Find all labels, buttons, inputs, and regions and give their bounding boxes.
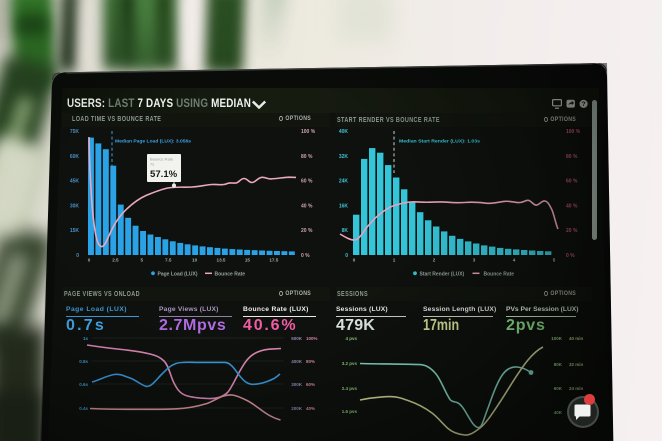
svg-text:60 %: 60 % — [566, 179, 578, 185]
svg-text:0: 0 — [76, 253, 79, 259]
svg-text:60 %: 60 % — [301, 179, 313, 185]
svg-text:300K: 300K — [291, 382, 303, 387]
svg-text:60K: 60K — [554, 386, 563, 391]
svg-text:13.5: 13.5 — [217, 258, 226, 263]
svg-text:80K: 80K — [554, 362, 563, 367]
svg-text:20 %: 20 % — [301, 228, 313, 234]
svg-text:30K: 30K — [70, 203, 80, 209]
svg-text:0: 0 — [345, 253, 348, 259]
svg-text:0 %: 0 % — [566, 253, 575, 259]
svg-text:40K: 40K — [339, 129, 349, 135]
svg-text:32K: 32K — [339, 154, 349, 160]
svg-text:7s: 7s — [150, 162, 154, 167]
svg-text:0.4s: 0.4s — [79, 406, 88, 411]
svg-text:32 min: 32 min — [569, 362, 584, 367]
svg-text:60%: 60% — [306, 382, 315, 387]
svg-text:Bounce Rate: Bounce Rate — [215, 271, 246, 277]
svg-text:17.5: 17.5 — [269, 258, 278, 263]
svg-text:24K: 24K — [339, 179, 349, 185]
svg-text:Bounce Rate: Bounce Rate — [484, 271, 515, 277]
svg-text:57.1%: 57.1% — [150, 169, 178, 180]
svg-text:2.4 pvs: 2.4 pvs — [342, 386, 358, 391]
svg-text:2: 2 — [433, 258, 436, 263]
svg-text:?: ? — [582, 101, 586, 108]
svg-text:40 %: 40 % — [301, 203, 313, 209]
svg-text:40 %: 40 % — [566, 203, 578, 209]
svg-text:45K: 45K — [70, 179, 80, 185]
svg-text:16K: 16K — [339, 203, 349, 209]
svg-text:8K: 8K — [342, 228, 349, 234]
svg-text:40K: 40K — [554, 410, 563, 415]
svg-text:10: 10 — [192, 258, 198, 263]
svg-text:75K: 75K — [70, 129, 80, 135]
svg-text:Bounce Rate: Bounce Rate — [150, 157, 174, 162]
svg-text:24 min: 24 min — [569, 386, 584, 391]
svg-text:100 %: 100 % — [566, 129, 581, 135]
svg-text:15: 15 — [245, 258, 251, 263]
svg-text:80%: 80% — [306, 359, 315, 364]
svg-text:200K: 200K — [291, 406, 303, 411]
svg-text:0: 0 — [88, 258, 91, 263]
svg-text:1.6 pvs: 1.6 pvs — [342, 409, 358, 414]
svg-text:0 %: 0 % — [301, 253, 310, 259]
svg-text:15K: 15K — [70, 228, 80, 234]
svg-text:7.5: 7.5 — [165, 258, 172, 263]
svg-text:3.2 pvs: 3.2 pvs — [342, 361, 358, 366]
svg-text:0: 0 — [353, 258, 356, 263]
svg-text:60K: 60K — [70, 154, 80, 160]
svg-text:400K: 400K — [291, 359, 303, 364]
svg-text:20 %: 20 % — [566, 228, 578, 234]
svg-text:0.6s: 0.6s — [79, 382, 88, 387]
svg-text:4 pvs: 4 pvs — [345, 336, 357, 341]
svg-text:500K: 500K — [291, 336, 303, 341]
svg-text:5: 5 — [553, 258, 556, 263]
svg-text:0.8s: 0.8s — [79, 359, 88, 364]
svg-text:4: 4 — [513, 258, 516, 263]
svg-text:100 %: 100 % — [301, 129, 316, 135]
svg-text:Start Render (LUX): Start Render (LUX) — [420, 271, 465, 277]
svg-text:Median Start Render (LUX): 1.0: Median Start Render (LUX): 1.03s — [399, 139, 480, 145]
svg-text:Median Page Load (LUX): 3.056s: Median Page Load (LUX): 3.056s — [115, 139, 191, 145]
svg-text:80 %: 80 % — [301, 154, 313, 160]
svg-text:100K: 100K — [551, 336, 563, 341]
svg-text:40%: 40% — [306, 406, 315, 411]
svg-text:40 min: 40 min — [569, 336, 584, 341]
svg-text:80 %: 80 % — [566, 154, 578, 160]
svg-text:1: 1 — [393, 258, 396, 263]
svg-text:5: 5 — [141, 258, 144, 263]
svg-text:1s: 1s — [83, 336, 89, 341]
svg-text:100%: 100% — [306, 336, 318, 341]
svg-text:Page Load (LUX): Page Load (LUX) — [158, 271, 198, 277]
svg-text:2.5: 2.5 — [112, 258, 119, 263]
svg-text:3: 3 — [473, 258, 476, 263]
